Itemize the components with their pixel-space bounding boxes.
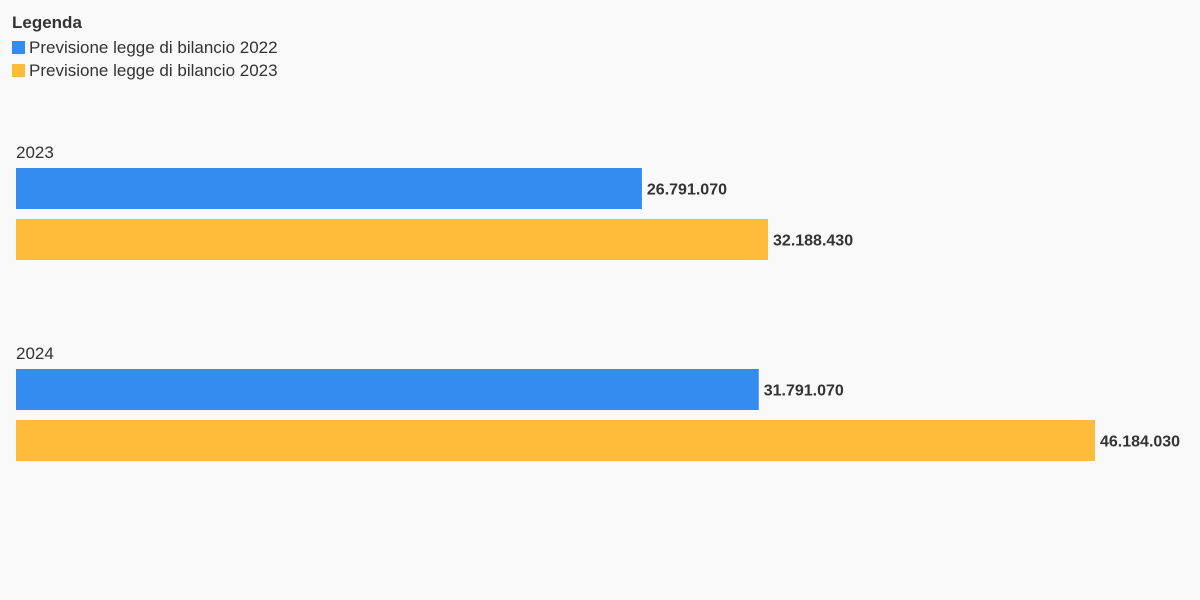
category-label-2023: 2023 bbox=[16, 143, 54, 162]
value-label-2024-series-1: 46.184.030 bbox=[1100, 434, 1180, 451]
legend-item-series-1: Previsione legge di bilancio 2023 bbox=[12, 59, 278, 82]
bar-2024-series-0 bbox=[16, 369, 759, 410]
legend-swatch-series-1 bbox=[12, 64, 25, 77]
category-label-2024: 2024 bbox=[16, 344, 54, 363]
value-label-2023-series-0: 26.791.070 bbox=[647, 182, 727, 199]
legend-label-series-1: Previsione legge di bilancio 2023 bbox=[29, 61, 278, 80]
value-label-2024-series-0: 31.791.070 bbox=[764, 383, 844, 400]
bar-2023-series-1 bbox=[16, 219, 769, 260]
legend-title: Legenda bbox=[12, 13, 82, 32]
legend-item-series-0: Previsione legge di bilancio 2022 bbox=[12, 36, 278, 59]
legend-label-series-0: Previsione legge di bilancio 2022 bbox=[29, 38, 278, 57]
legend-swatch-series-0 bbox=[12, 41, 25, 54]
bar-2023-series-0 bbox=[16, 168, 642, 209]
value-label-2023-series-1: 32.188.430 bbox=[773, 233, 853, 250]
bar-2024-series-1 bbox=[16, 420, 1095, 461]
legend: Legenda Previsione legge di bilancio 202… bbox=[12, 12, 278, 82]
